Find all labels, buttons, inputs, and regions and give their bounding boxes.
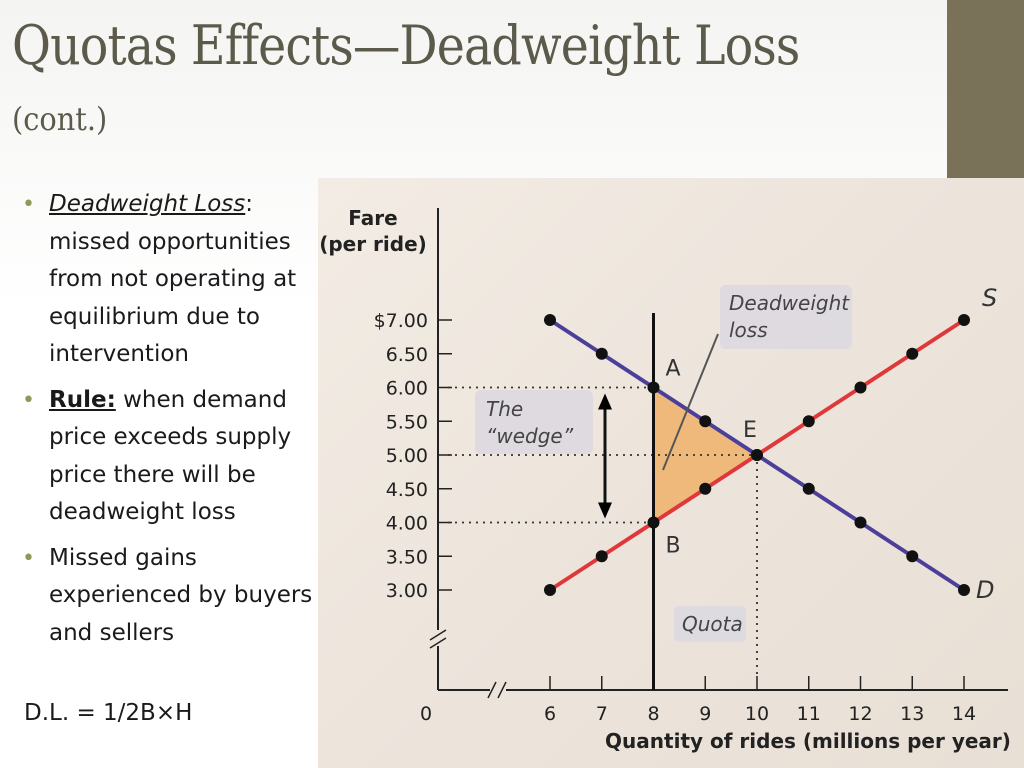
bullet-dot-icon: • bbox=[22, 387, 35, 413]
series-point-S bbox=[699, 482, 712, 495]
x-tick-label: 13 bbox=[900, 703, 924, 725]
wedge-label-line1: The bbox=[486, 397, 523, 421]
bullet-term: Rule: bbox=[49, 386, 116, 413]
y-tick-label: 4.50 bbox=[386, 479, 428, 501]
quota-label-box bbox=[674, 606, 746, 642]
bullet-missed-gains: • Missed gains experienced by buyers and… bbox=[22, 540, 322, 653]
x-axis-break-mark bbox=[497, 681, 507, 699]
wedge-arrow-head-down bbox=[598, 502, 612, 519]
y-tick-label: 5.00 bbox=[386, 445, 428, 467]
quota-label: Quota bbox=[682, 612, 743, 636]
accent-block bbox=[947, 0, 1024, 180]
slide-title: Quotas Effects—Deadweight Loss bbox=[12, 14, 800, 77]
y-axis-title-line2: (per ride) bbox=[319, 232, 427, 256]
deadweight-leader-line bbox=[662, 333, 719, 471]
x-tick-label: 7 bbox=[596, 703, 608, 725]
deadweight-label-line1: Deadweight bbox=[729, 291, 850, 315]
series-point-S bbox=[751, 449, 763, 461]
x-tick-label: 12 bbox=[848, 703, 872, 725]
point-label-B: B bbox=[666, 534, 681, 559]
origin-label: 0 bbox=[420, 703, 432, 725]
series-point-D bbox=[595, 347, 608, 360]
y-axis-break-mark bbox=[429, 629, 447, 641]
y-tick-label: 6.50 bbox=[386, 344, 428, 366]
y-tick-label: 5.50 bbox=[386, 411, 428, 433]
series-point-S bbox=[544, 584, 556, 596]
x-tick-label: 14 bbox=[952, 703, 976, 725]
x-tick-label: 6 bbox=[544, 703, 556, 725]
wedge-arrow-head-up bbox=[598, 393, 612, 410]
slide-subtitle: (cont.) bbox=[12, 100, 108, 138]
series-point-D bbox=[802, 482, 815, 495]
series-point-S bbox=[595, 550, 608, 563]
bullet-text: when demand price exceeds supply price t… bbox=[49, 386, 292, 526]
bullet-dot-icon: • bbox=[22, 545, 35, 571]
point-label-A: A bbox=[666, 357, 681, 382]
series-point-D bbox=[958, 584, 970, 596]
x-axis-title: Quantity of rides (millions per year) bbox=[605, 729, 1011, 753]
y-axis-break-mark bbox=[429, 637, 447, 649]
deadweight-label-box bbox=[720, 285, 852, 349]
series-point-S bbox=[854, 381, 867, 394]
y-tick-label: 3.00 bbox=[386, 580, 428, 602]
y-tick-label: 3.50 bbox=[386, 546, 428, 568]
y-tick-label: $7.00 bbox=[374, 310, 428, 332]
bullet-list: • Deadweight Loss: missed opportunities … bbox=[22, 186, 322, 660]
deadweight-label-line2: loss bbox=[729, 318, 768, 342]
deadweight-formula: D.L. = 1/2B×H bbox=[24, 700, 193, 726]
y-tick-label: 6.00 bbox=[386, 378, 428, 400]
series-point-D bbox=[699, 415, 712, 428]
x-tick-label: 10 bbox=[745, 703, 769, 725]
bullet-rule: • Rule: when demand price exceeds supply… bbox=[22, 382, 322, 532]
x-tick-label: 11 bbox=[797, 703, 821, 725]
series-point-D bbox=[906, 550, 919, 563]
series-point-S bbox=[906, 347, 919, 360]
x-tick-label: 9 bbox=[699, 703, 711, 725]
y-axis-title: Fare bbox=[348, 206, 397, 230]
series-point-D bbox=[544, 314, 556, 326]
bullet-dot-icon: • bbox=[22, 192, 35, 217]
wedge-label-box bbox=[475, 390, 593, 454]
wedge-label-line2: “wedge” bbox=[486, 424, 574, 448]
series-point-S bbox=[647, 516, 660, 529]
bullet-text: Missed gains experienced by buyers and s… bbox=[49, 544, 313, 646]
y-tick-label: 4.00 bbox=[386, 513, 428, 535]
series-point-S bbox=[958, 314, 970, 326]
x-axis-break-mark bbox=[487, 681, 497, 699]
series-point-S bbox=[802, 415, 815, 428]
deadweight-triangle bbox=[653, 387, 757, 523]
point-label-E: E bbox=[743, 418, 757, 443]
series-point-D bbox=[647, 381, 660, 394]
x-tick-label: 8 bbox=[647, 703, 659, 725]
bullet-deadweight-loss: • Deadweight Loss: missed opportunities … bbox=[22, 186, 322, 374]
chart-photo: $7.00 6.50 6.00 5.50 5.00 4.50 4.00 3.50 3.00 6 7 8… bbox=[318, 178, 1024, 768]
bullet-colon: : bbox=[245, 191, 254, 217]
bullet-text: missed opportunities from not operating … bbox=[49, 228, 297, 368]
supply-demand-chart: $7.00 6.50 6.00 5.50 5.00 4.50 4.00 3.50 3.00 6 7 8… bbox=[319, 206, 1011, 753]
bullet-term: Deadweight Loss bbox=[49, 191, 246, 217]
series-point-D bbox=[854, 516, 867, 529]
series-label-S: S bbox=[982, 284, 997, 312]
series-label-D: D bbox=[976, 576, 994, 604]
